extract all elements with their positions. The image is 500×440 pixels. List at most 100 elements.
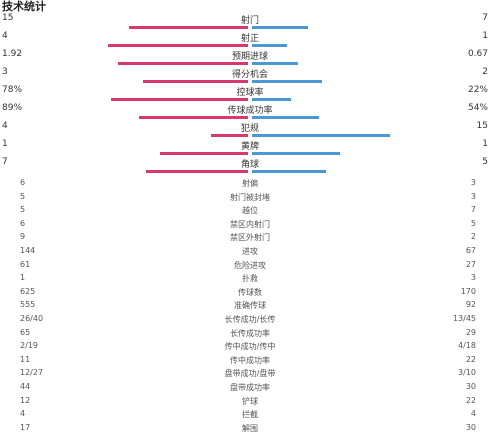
home-value: 1 [2, 139, 8, 149]
away-value: 30 [465, 422, 476, 432]
away-value: 22 [465, 395, 476, 405]
away-value: 67 [465, 246, 476, 255]
stat-label: 传中成功率 [230, 355, 270, 365]
table-row: 44 盘带成功率 30 [0, 382, 500, 397]
stat-label: 传球数 [238, 287, 262, 297]
table-row: 2/19 传中成功/传中 4/18 [0, 341, 500, 356]
stat-label: 传中成功/传中 [224, 342, 276, 352]
bar-stat-row: 1 黄牌 1 [0, 139, 500, 157]
away-value: 3 [470, 191, 476, 201]
home-value: 5 [20, 191, 26, 201]
home-bar [118, 62, 248, 65]
table-row: 6 禁区内射门 5 [0, 219, 500, 234]
page-title: 技术统计 [2, 0, 46, 13]
bar-stat-row: 4 射正 1 [0, 31, 500, 49]
away-value: 22% [467, 85, 488, 95]
home-value: 6 [20, 178, 26, 187]
table-row: 12/27 盘带成功/盘带 3/10 [0, 368, 500, 383]
stat-label: 禁区内射门 [230, 219, 270, 229]
away-value: 54% [467, 103, 488, 113]
home-value: 4 [20, 409, 26, 419]
stat-label: 禁区外射门 [230, 233, 270, 243]
table-row: 11 传中成功率 22 [0, 355, 500, 370]
stat-label: 越位 [242, 206, 258, 216]
stats-header: 技术统计 [0, 0, 500, 13]
home-value: 26/40 [20, 314, 44, 323]
table-row: 17 解围 30 [0, 423, 500, 438]
stat-label: 铲球 [242, 396, 258, 406]
bar-stat-row: 3 得分机会 2 [0, 67, 500, 85]
home-value: 11 [20, 354, 31, 364]
home-bar [108, 44, 248, 47]
away-bar [252, 62, 298, 65]
bar-stat-row: 4 犯规 15 [0, 121, 500, 139]
home-value: 5 [20, 205, 26, 215]
away-value: 27 [465, 259, 476, 269]
away-value: 22 [465, 354, 476, 364]
away-bar [252, 152, 340, 155]
stat-label: 射门 [240, 16, 259, 26]
home-value: 15 [2, 13, 14, 23]
bar-stats-section: 15 射门 7 4 射正 1 1.92 预期进球 0.67 3 得分机会 2 78% 控球率 22% 89% 传… [0, 13, 500, 175]
home-value: 44 [20, 382, 31, 391]
away-bar [252, 26, 308, 29]
bar-stat-row: 78% 控球率 22% [0, 85, 500, 103]
away-value: 92 [465, 300, 476, 310]
home-value: 65 [20, 327, 31, 337]
away-value: 1 [482, 139, 488, 149]
stat-label: 扑救 [242, 274, 258, 284]
home-bar [146, 170, 248, 173]
away-value: 4 [470, 409, 476, 419]
table-row: 625 传球数 170 [0, 287, 500, 302]
table-row: 144 进攻 67 [0, 246, 500, 261]
home-value: 3 [2, 67, 8, 77]
away-value: 5 [482, 157, 488, 167]
away-value: 170 [460, 286, 476, 296]
bar-stat-row: 1.92 预期进球 0.67 [0, 49, 500, 67]
home-bar [160, 152, 248, 155]
home-value: 4 [2, 31, 8, 41]
stat-label: 长传成功/长传 [224, 315, 276, 324]
home-value: 61 [20, 259, 31, 269]
away-value: 15 [476, 121, 488, 131]
bar-stat-row: 15 射门 7 [0, 13, 500, 31]
home-bar [143, 80, 248, 83]
stat-label: 拦截 [242, 410, 258, 420]
stat-label: 控球率 [236, 88, 264, 98]
away-bar [252, 170, 326, 173]
stat-label: 射门被封堵 [230, 192, 270, 202]
bar-stat-row: 89% 传球成功率 54% [0, 103, 500, 121]
table-row: 555 准确传球 92 [0, 300, 500, 315]
home-bar [211, 134, 248, 137]
home-value: 9 [20, 232, 26, 242]
home-value: 89% [2, 103, 23, 113]
away-value: 30 [465, 382, 476, 391]
stat-label: 进攻 [242, 247, 258, 256]
away-value: 7 [482, 13, 488, 23]
bar-stat-row: 7 角球 5 [0, 157, 500, 175]
table-row: 9 禁区外射门 2 [0, 232, 500, 247]
away-value: 2 [470, 232, 476, 242]
home-bar [111, 98, 248, 101]
home-bar [129, 26, 248, 29]
away-value: 4/18 [458, 341, 476, 351]
stat-label: 准确传球 [234, 301, 266, 311]
table-row: 5 射门被封堵 3 [0, 192, 500, 207]
away-value: 7 [470, 205, 476, 215]
stat-label: 危险进攻 [234, 260, 266, 270]
table-row: 26/40 长传成功/长传 13/45 [0, 314, 500, 329]
away-bar [252, 80, 322, 83]
away-bar [252, 116, 319, 119]
stat-label: 盘带成功/盘带 [224, 369, 276, 379]
home-value: 7 [2, 157, 8, 167]
stat-label: 犯规 [240, 124, 259, 134]
stat-label: 黄牌 [240, 142, 259, 152]
stat-label: 盘带成功率 [230, 383, 270, 392]
home-value: 6 [20, 218, 26, 228]
stat-label: 射偏 [242, 179, 258, 188]
home-value: 12/27 [20, 368, 44, 378]
home-bar [139, 116, 248, 119]
away-value: 3/10 [458, 368, 476, 378]
home-value: 2/19 [20, 341, 38, 351]
stat-label: 传球成功率 [227, 106, 273, 116]
